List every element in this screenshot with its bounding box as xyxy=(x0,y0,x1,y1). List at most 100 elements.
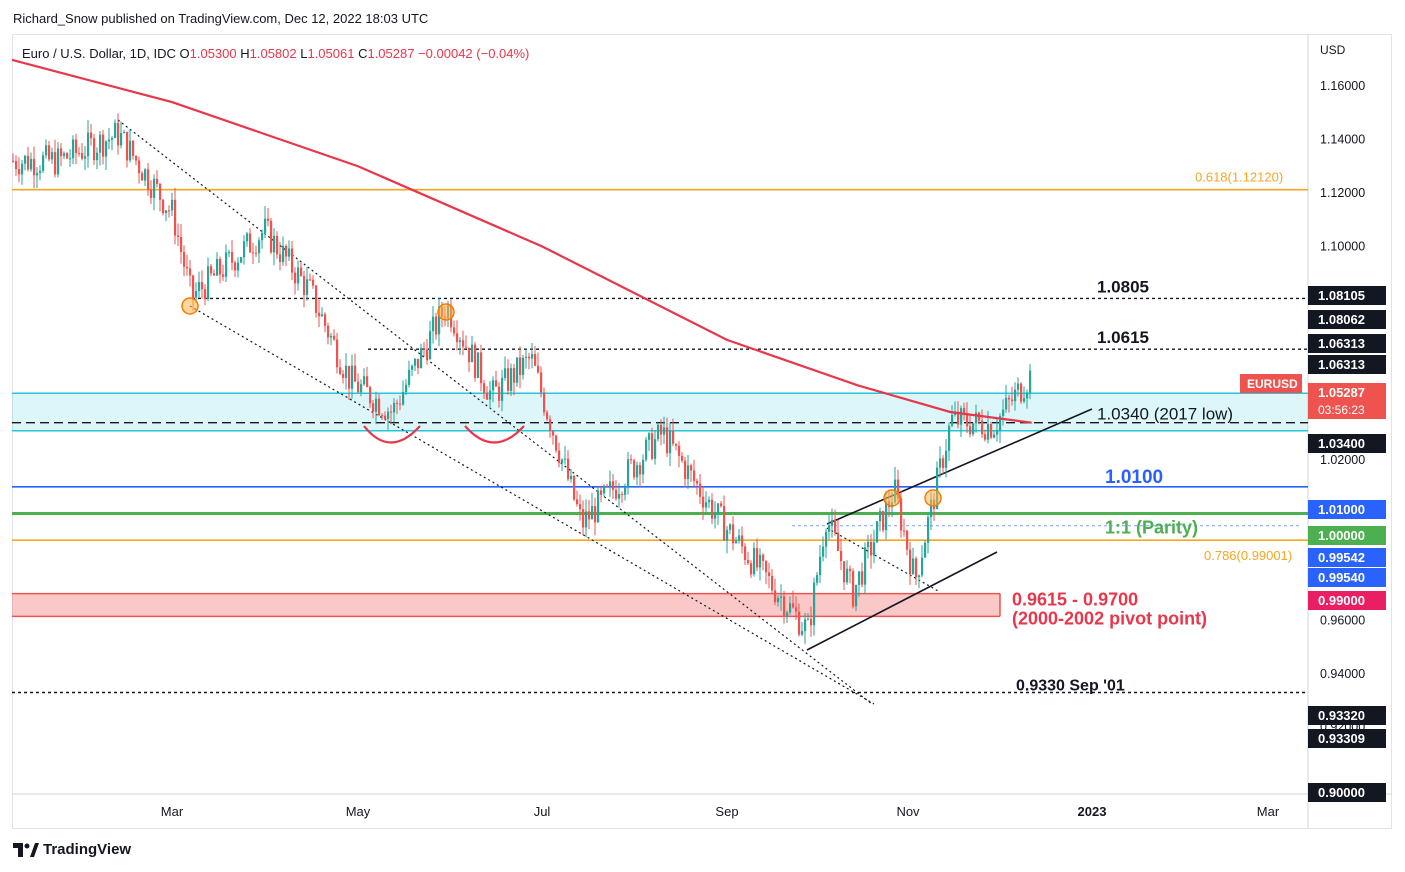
candle-body xyxy=(420,348,423,369)
candle-body xyxy=(453,327,456,334)
candle-body xyxy=(729,524,732,530)
candle-body xyxy=(951,414,954,426)
candle-body xyxy=(519,357,522,375)
candle-body xyxy=(543,392,546,413)
candle-body xyxy=(591,506,594,520)
currency-label: USD xyxy=(1320,43,1346,57)
candle-body xyxy=(399,403,402,405)
candle-body xyxy=(165,210,168,214)
candle-body xyxy=(96,152,99,161)
candle-body xyxy=(192,275,195,298)
level-label-1.0615: 1.0615 xyxy=(1097,328,1149,347)
rising-channel-upper xyxy=(826,408,1093,525)
legend-part: O xyxy=(180,46,190,61)
candle-body xyxy=(972,423,975,435)
candle-body xyxy=(213,273,216,276)
candle-body xyxy=(927,517,930,543)
y-tick-label: 1.02000 xyxy=(1320,453,1365,467)
candle-body xyxy=(27,155,30,170)
candle-body xyxy=(135,155,138,161)
candle-body xyxy=(615,489,618,499)
candle-body xyxy=(942,458,945,468)
candle-body xyxy=(702,496,705,508)
candle-body xyxy=(840,550,843,562)
candle-body xyxy=(747,560,750,564)
tradingview-brand-text: TradingView xyxy=(43,841,132,858)
candle-body xyxy=(294,272,297,284)
candle-body xyxy=(768,572,771,577)
candle-body xyxy=(663,427,666,435)
x-tick-label: May xyxy=(346,804,371,819)
tradingview-logo[interactable]: TradingView xyxy=(13,841,131,858)
candle-body xyxy=(408,369,411,385)
candle-body xyxy=(525,356,528,358)
price-badge xyxy=(1308,500,1386,519)
candle-body xyxy=(837,532,840,551)
tradingview-logo-icon xyxy=(13,842,39,857)
candle-body xyxy=(51,152,54,160)
candle-body xyxy=(999,416,1002,431)
candle-body xyxy=(825,531,828,547)
candle-body xyxy=(351,365,354,389)
price-badge xyxy=(1308,355,1386,374)
candle-body xyxy=(279,254,282,263)
candle-body xyxy=(870,541,873,556)
legend-part: Euro / U.S. Dollar, 1D, IDC xyxy=(22,46,180,61)
candle-body xyxy=(30,158,33,170)
candle-body xyxy=(744,546,747,561)
candle-body xyxy=(786,612,789,617)
candle-body xyxy=(33,158,36,176)
candle-body xyxy=(60,148,63,157)
candle-body xyxy=(678,445,681,456)
zone-1 xyxy=(12,593,1000,617)
candle-body xyxy=(462,340,465,347)
candle-body xyxy=(18,169,21,175)
candle-body xyxy=(528,356,531,359)
price-badge xyxy=(1308,706,1386,725)
candle-body xyxy=(516,357,519,383)
candle-body xyxy=(474,344,477,378)
candle-body xyxy=(975,412,978,424)
candle-body xyxy=(771,576,774,591)
candle-body xyxy=(969,426,972,435)
x-tick-label: Mar xyxy=(1257,804,1280,819)
candle-body xyxy=(1023,398,1026,402)
price-chart[interactable]: 0.618(1.12120) 1.0805 1.0615 1.0340 (2017 l… xyxy=(12,34,1392,829)
candle-body xyxy=(843,561,846,583)
chart-area[interactable]: 0.618(1.12120) 1.0805 1.0615 1.0340 (2017 l… xyxy=(12,34,1392,829)
candle-body xyxy=(510,368,513,391)
y-tick-label: 1.14000 xyxy=(1320,133,1365,147)
candle-body xyxy=(735,540,738,544)
zone-0 xyxy=(12,393,1308,431)
price-badge-label: 1.03400 xyxy=(1318,436,1365,451)
candle-body xyxy=(777,597,780,603)
candle-body xyxy=(354,365,357,382)
candle-body xyxy=(726,529,729,541)
price-badge-label: 0.90000 xyxy=(1318,785,1365,800)
candle-body xyxy=(81,153,84,159)
candle-body xyxy=(225,252,228,277)
candle-body xyxy=(639,465,642,475)
candle-body xyxy=(795,607,798,612)
candle-body xyxy=(558,450,561,463)
candle-body xyxy=(732,524,735,544)
rising-channel-lower xyxy=(806,551,998,651)
candle-body xyxy=(627,459,630,488)
candle-body xyxy=(675,443,678,446)
candle-body xyxy=(621,493,624,495)
candle-body xyxy=(924,542,927,558)
candle-body xyxy=(864,547,867,585)
candle-body xyxy=(948,425,951,451)
candle-body xyxy=(78,152,81,154)
candle-body xyxy=(579,504,582,510)
candle-body xyxy=(882,510,885,531)
candle-body xyxy=(237,262,240,271)
candle-body xyxy=(384,415,387,419)
pivot-marker-2 xyxy=(883,489,901,507)
price-badge-label: 1.08062 xyxy=(1318,312,1365,327)
candle-body xyxy=(114,122,117,138)
candle-body xyxy=(216,258,219,276)
candle-body xyxy=(342,373,345,378)
candle-body xyxy=(291,248,294,273)
price-badge xyxy=(1308,286,1386,305)
